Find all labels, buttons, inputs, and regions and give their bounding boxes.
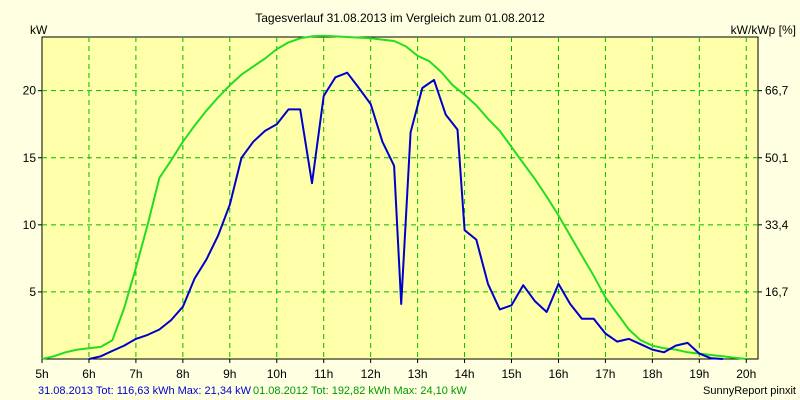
x-tick-label: 15h bbox=[501, 367, 521, 381]
right-tick-label: 33,4 bbox=[765, 218, 789, 232]
y-tick-label: 5 bbox=[29, 285, 36, 299]
y-tick-label: 20 bbox=[23, 84, 37, 98]
series-lines bbox=[41, 34, 747, 360]
chart-title: Tagesverlauf 31.08.2013 im Vergleich zum… bbox=[255, 11, 545, 25]
plot-area bbox=[41, 36, 759, 360]
x-tick-label: 9h bbox=[223, 367, 236, 381]
x-tick-label: 5h bbox=[35, 367, 48, 381]
x-tick-label: 8h bbox=[176, 367, 189, 381]
y-axis-label-left: kW bbox=[30, 23, 48, 37]
x-tick-label: 12h bbox=[361, 367, 381, 381]
right-tick-label: 16,7 bbox=[765, 285, 789, 299]
right-axis-ticks: 16,7 33,4 50,1 66,7 bbox=[758, 84, 789, 299]
y-axis-label-right: kW/kWp [%] bbox=[731, 23, 796, 37]
x-tick-label: 13h bbox=[408, 367, 428, 381]
right-tick-label: 66,7 bbox=[765, 84, 789, 98]
x-tick-label: 14h bbox=[455, 367, 475, 381]
x-tick-label: 19h bbox=[689, 367, 709, 381]
credit-text: SunnyReport pinxit bbox=[703, 385, 796, 397]
x-axis-ticks: 5h 6h 7h 8h 9h 10h 11h 12h 13h 14h 15h 16h 17h 18h 19h… bbox=[35, 359, 756, 381]
x-tick-label: 20h bbox=[736, 367, 756, 381]
x-tick-label: 16h bbox=[548, 367, 568, 381]
right-tick-label: 50,1 bbox=[765, 151, 789, 165]
series-line-01.08.2012 bbox=[41, 34, 747, 360]
y-tick-label: 15 bbox=[23, 151, 37, 165]
x-tick-label: 17h bbox=[595, 367, 615, 381]
x-tick-label: 7h bbox=[129, 367, 142, 381]
x-tick-label: 10h bbox=[267, 367, 287, 381]
x-tick-label: 6h bbox=[82, 367, 95, 381]
series-line-31.08.2013 bbox=[88, 71, 723, 360]
grid-lines bbox=[42, 37, 758, 359]
y-tick-label: 10 bbox=[23, 218, 37, 232]
x-tick-label: 11h bbox=[314, 367, 333, 381]
x-tick-label: 18h bbox=[642, 367, 662, 381]
legend-2013: 31.08.2013 Tot: 116,63 kWh Max: 21,34 kW bbox=[38, 385, 252, 397]
y-axis-ticks: 5 10 15 20 bbox=[23, 84, 42, 299]
legend-2012: 01.08.2012 Tot: 192,82 kWh Max: 24,10 kW bbox=[253, 385, 467, 397]
